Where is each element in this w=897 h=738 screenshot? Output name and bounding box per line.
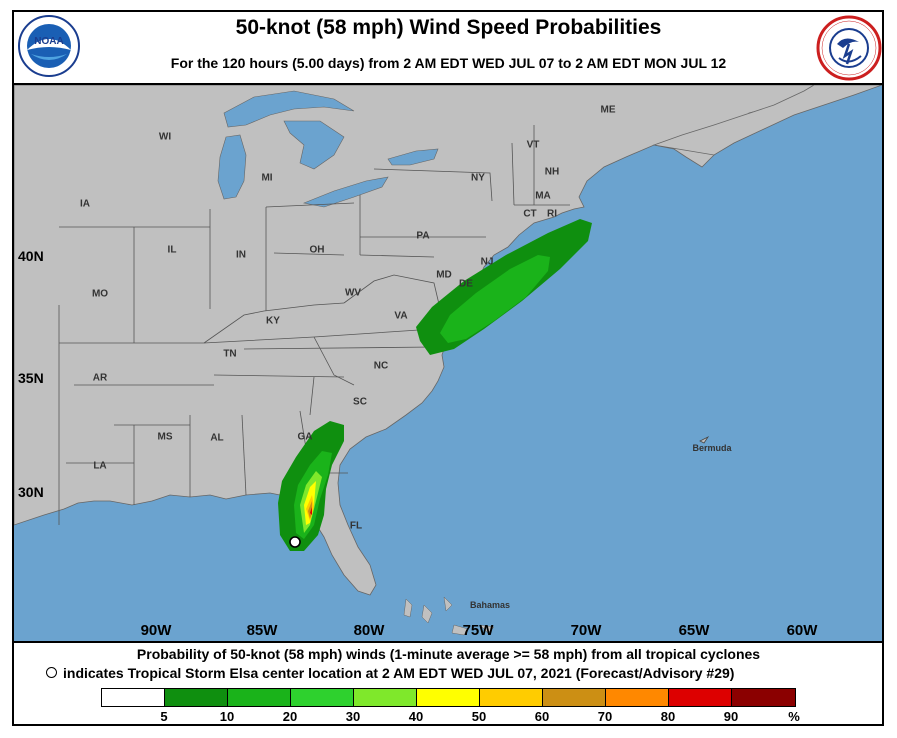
state-label: MO — [91, 288, 109, 300]
state-label: RI — [547, 208, 557, 220]
state-label: CT — [523, 208, 537, 220]
state-label: NJ — [480, 256, 494, 268]
state-label: TN — [223, 348, 237, 360]
legend-swatch — [354, 689, 417, 706]
nws-logo-icon — [816, 15, 882, 81]
state-label: IA — [80, 198, 90, 210]
state-label: DE — [459, 278, 473, 290]
legend-label: 50 — [471, 709, 487, 724]
legend-swatch — [417, 689, 480, 706]
nova-scotia — [652, 85, 882, 156]
state-label: FL — [349, 520, 363, 532]
legend-label: 90 — [723, 709, 739, 724]
lake-huron — [283, 120, 345, 170]
legend-swatch — [480, 689, 543, 706]
chart-title: 50-knot (58 mph) Wind Speed Probabilitie… — [235, 16, 662, 39]
lon-label-85w: 85W — [246, 622, 278, 639]
legend-label: % — [788, 709, 800, 724]
lake-superior — [223, 90, 355, 128]
state-label: OH — [309, 244, 325, 256]
lat-label-35n: 35N — [18, 370, 44, 386]
noaa-logo-icon: NOAA — [18, 15, 80, 77]
lon-label-60w: 60W — [786, 622, 818, 639]
svg-text:NOAA: NOAA — [34, 36, 63, 47]
legend-swatch — [606, 689, 669, 706]
storm-center-marker — [289, 536, 301, 548]
lon-label-70w: 70W — [570, 622, 602, 639]
legend-label: 20 — [282, 709, 298, 724]
probability-legend — [101, 688, 796, 707]
state-label: WI — [158, 131, 172, 143]
state-label: MA — [535, 190, 551, 202]
state-label: PA — [416, 230, 430, 242]
legend-label: 80 — [660, 709, 676, 724]
lon-label-80w: 80W — [353, 622, 385, 639]
state-label: LA — [93, 460, 107, 472]
caption-description: Probability of 50-knot (58 mph) winds (1… — [136, 646, 761, 662]
state-label: KY — [266, 315, 280, 327]
lake-erie — [302, 176, 389, 208]
state-label: MS — [157, 431, 173, 443]
state-label: ME — [600, 104, 616, 116]
probability-swath-northeast — [416, 219, 592, 355]
chart-subtitle: For the 120 hours (5.00 days) from 2 AM … — [170, 55, 727, 71]
probability-map — [14, 83, 882, 643]
state-label: AL — [210, 432, 224, 444]
state-label: MI — [261, 172, 273, 184]
state-label: IL — [167, 244, 177, 256]
legend-label: 30 — [345, 709, 361, 724]
bermuda-island — [699, 435, 710, 444]
legend-label: 70 — [597, 709, 613, 724]
state-borders — [58, 125, 570, 525]
legend-swatch — [165, 689, 228, 706]
state-label: SC — [353, 396, 367, 408]
lon-label-90w: 90W — [140, 622, 172, 639]
state-label: WV — [344, 287, 362, 299]
state-label: MD — [436, 269, 452, 281]
lake-ontario — [387, 148, 439, 166]
storm-center-legend-icon — [46, 667, 57, 678]
legend-swatch — [102, 689, 165, 706]
state-label: NH — [544, 166, 560, 178]
state-label: GA — [297, 431, 313, 443]
state-label: AR — [92, 372, 108, 384]
state-label: NC — [373, 360, 389, 372]
lon-label-75w: 75W — [462, 622, 494, 639]
state-label: NY — [471, 172, 485, 184]
place-label-bahamas: Bahamas — [469, 600, 511, 610]
caption-storm-location: indicates Tropical Storm Elsa center loc… — [46, 665, 734, 681]
legend-swatch — [291, 689, 354, 706]
state-label: VT — [526, 139, 540, 151]
state-label: VA — [394, 310, 408, 322]
probability-swath-florida — [278, 421, 344, 551]
lake-michigan — [217, 134, 247, 200]
legend-swatch — [228, 689, 291, 706]
legend-label: 5 — [160, 709, 168, 724]
state-label: IN — [236, 249, 246, 261]
place-label-bermuda: Bermuda — [692, 443, 732, 453]
lat-label-40n: 40N — [18, 248, 44, 264]
legend-label: 60 — [534, 709, 550, 724]
lon-label-65w: 65W — [678, 622, 710, 639]
caption-storm-text: indicates Tropical Storm Elsa center loc… — [63, 665, 735, 681]
legend-swatch — [732, 689, 795, 706]
legend-label: 10 — [219, 709, 235, 724]
lat-label-30n: 30N — [18, 484, 44, 500]
legend-label: 40 — [408, 709, 424, 724]
legend-swatch — [669, 689, 732, 706]
legend-swatch — [543, 689, 606, 706]
bahamas-islands — [403, 596, 495, 636]
